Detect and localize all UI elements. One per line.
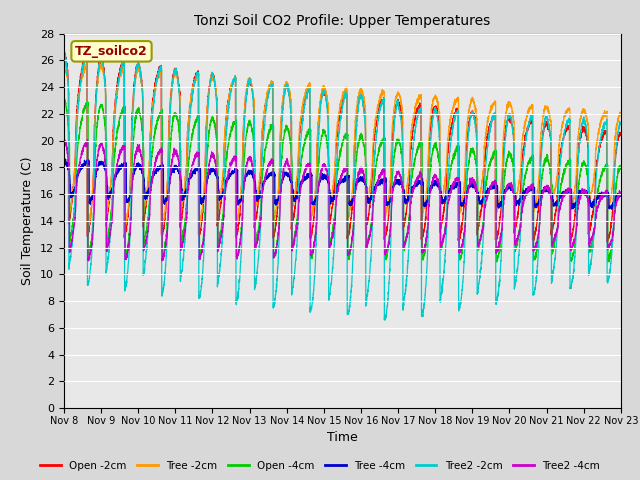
Tree2 -2cm: [322, 92, 330, 97]
Tree2 -2cm: [616, 120, 624, 126]
Tree2 -2cm: [160, 282, 168, 288]
Tree -4cm: [436, 185, 444, 191]
Open -2cm: [322, 91, 330, 97]
Open -4cm: [617, 164, 625, 170]
Tree2 -4cm: [60, 139, 68, 144]
Open -2cm: [467, 110, 475, 116]
Open -2cm: [60, 48, 68, 54]
Tree2 -2cm: [499, 187, 507, 193]
Tree2 -4cm: [61, 137, 68, 143]
Tree2 -4cm: [468, 178, 476, 183]
Tree2 -4cm: [499, 208, 507, 214]
Tree2 -2cm: [617, 121, 625, 127]
Tree -4cm: [617, 190, 625, 195]
Legend: Open -2cm, Tree -2cm, Open -4cm, Tree -4cm, Tree2 -2cm, Tree2 -4cm: Open -2cm, Tree -2cm, Open -4cm, Tree -4…: [36, 456, 604, 475]
Tree -2cm: [436, 202, 444, 207]
Tree2 -4cm: [436, 244, 444, 250]
Open -4cm: [161, 247, 168, 253]
Y-axis label: Soil Temperature (C): Soil Temperature (C): [22, 156, 35, 285]
Line: Open -2cm: Open -2cm: [64, 51, 621, 243]
Tree -2cm: [84, 225, 92, 231]
Line: Open -4cm: Open -4cm: [64, 100, 621, 262]
Tree -4cm: [322, 173, 330, 179]
Tree2 -2cm: [467, 111, 475, 117]
Tree -2cm: [161, 211, 168, 216]
Line: Tree -2cm: Tree -2cm: [64, 61, 621, 228]
X-axis label: Time: Time: [327, 431, 358, 444]
Open -4cm: [322, 133, 330, 139]
Open -2cm: [61, 48, 68, 54]
Tree -2cm: [322, 88, 330, 94]
Open -4cm: [61, 97, 69, 103]
Tree -4cm: [607, 206, 615, 212]
Tree -4cm: [61, 156, 69, 162]
Tree2 -4cm: [616, 190, 624, 196]
Tree -4cm: [616, 193, 624, 199]
Open -4cm: [436, 169, 444, 175]
Open -2cm: [617, 131, 625, 137]
Tree -2cm: [60, 58, 68, 64]
Tree -4cm: [161, 201, 168, 206]
Tree2 -4cm: [84, 258, 92, 264]
Open -4cm: [499, 206, 507, 212]
Tree -2cm: [468, 98, 476, 104]
Open -4cm: [60, 99, 68, 105]
Tree2 -2cm: [60, 49, 68, 55]
Open -4cm: [616, 167, 624, 172]
Line: Tree2 -2cm: Tree2 -2cm: [64, 52, 621, 320]
Open -2cm: [436, 224, 444, 230]
Line: Tree2 -4cm: Tree2 -4cm: [64, 140, 621, 261]
Tree -2cm: [60, 59, 68, 65]
Tree2 -4cm: [617, 191, 625, 197]
Tree -2cm: [617, 110, 625, 116]
Open -2cm: [616, 132, 624, 137]
Line: Tree -4cm: Tree -4cm: [64, 159, 621, 209]
Tree2 -2cm: [436, 297, 444, 303]
Tree2 -2cm: [381, 317, 389, 323]
Tree -2cm: [616, 113, 624, 119]
Open -4cm: [467, 148, 475, 154]
Tree2 -4cm: [161, 253, 168, 259]
Tree -4cm: [60, 161, 68, 167]
Tree -4cm: [467, 183, 475, 189]
Title: Tonzi Soil CO2 Profile: Upper Temperatures: Tonzi Soil CO2 Profile: Upper Temperatur…: [195, 14, 490, 28]
Tree2 -4cm: [322, 164, 330, 169]
Open -2cm: [604, 240, 611, 246]
Tree -4cm: [499, 196, 507, 202]
Text: TZ_soilco2: TZ_soilco2: [75, 45, 148, 58]
Open -4cm: [604, 259, 612, 265]
Open -2cm: [161, 222, 168, 228]
Open -2cm: [499, 160, 507, 166]
Tree -2cm: [499, 142, 507, 147]
